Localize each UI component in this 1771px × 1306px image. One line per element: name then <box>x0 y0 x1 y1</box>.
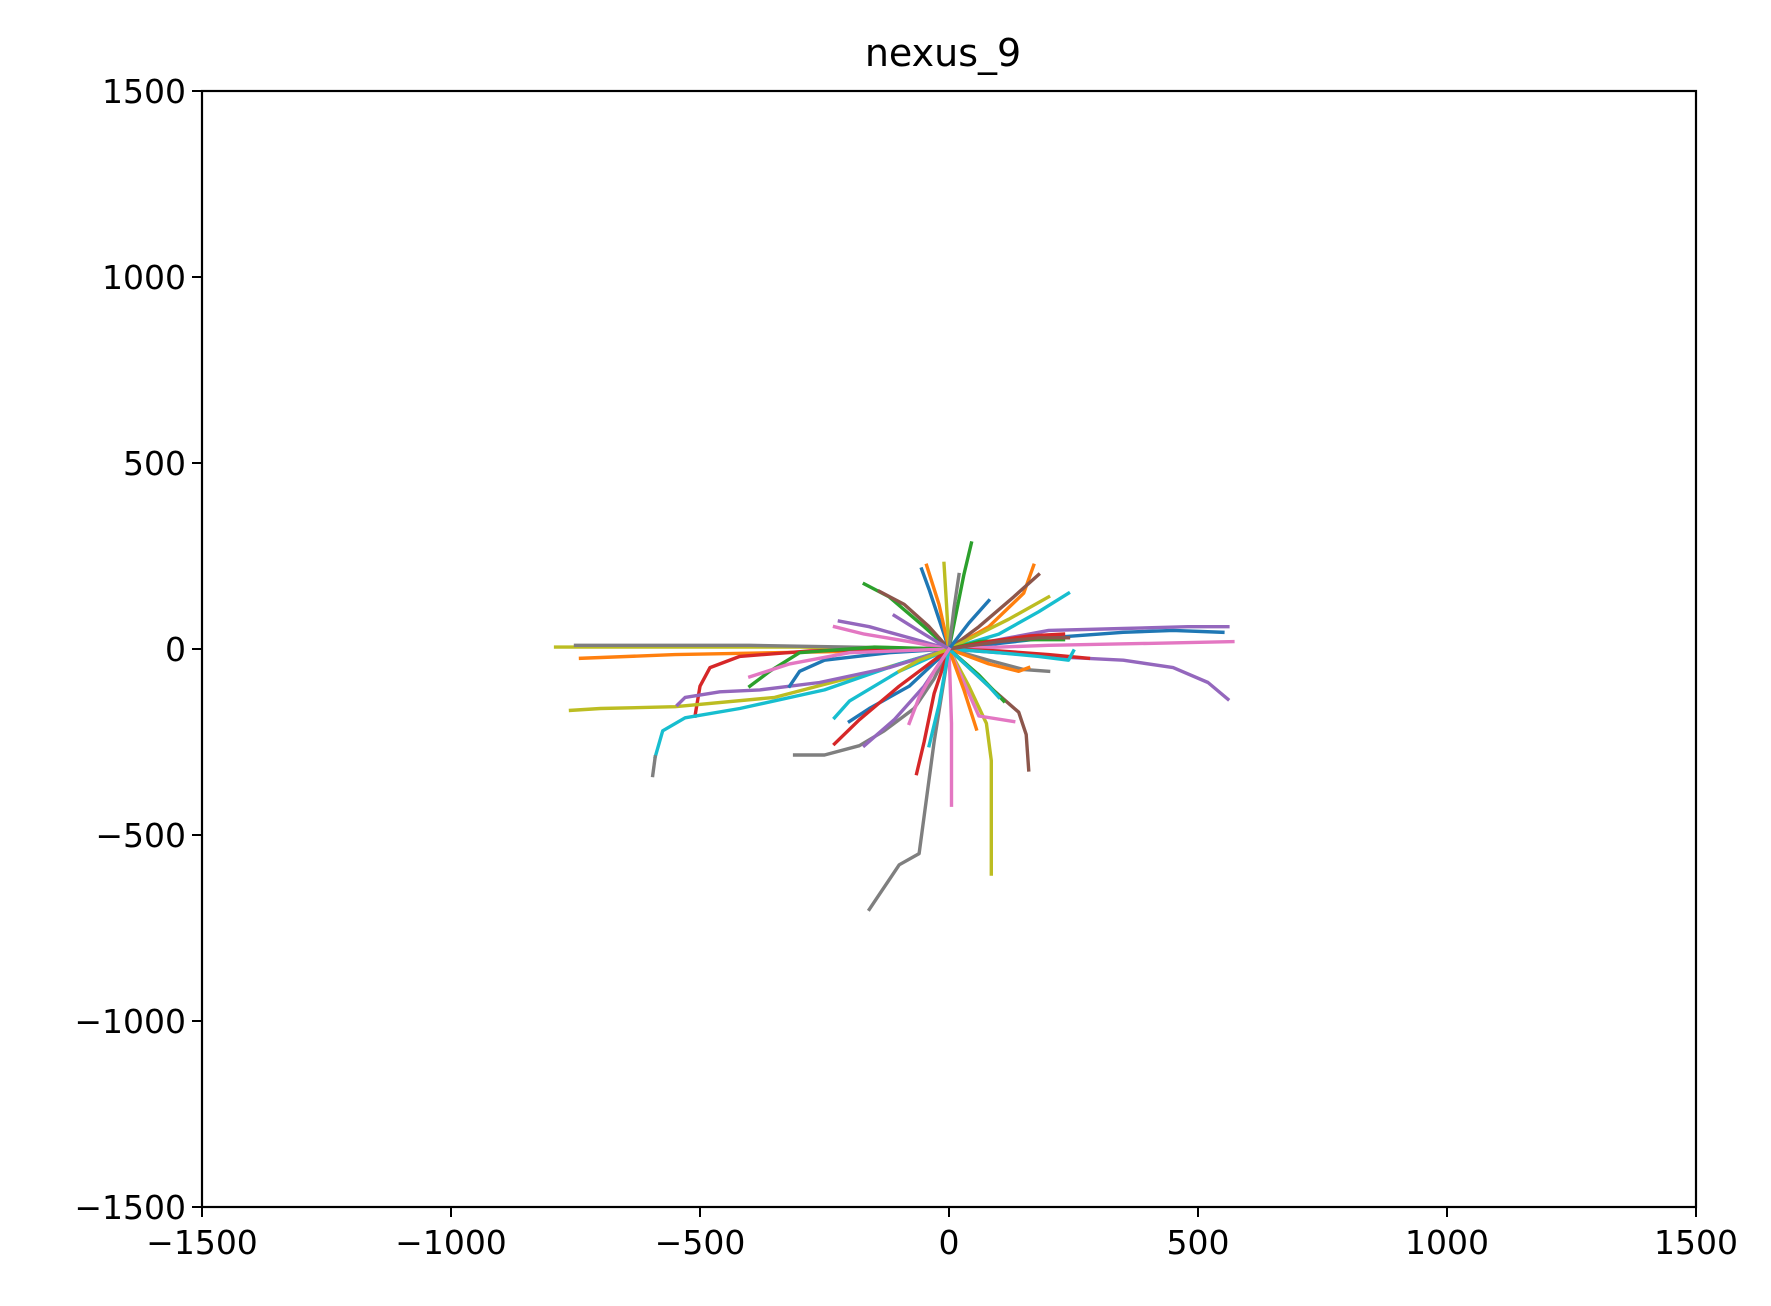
series-line-16 <box>947 639 1235 651</box>
x-tick-label: 1000 <box>1405 1223 1489 1262</box>
series-line-36 <box>832 646 952 721</box>
y-tick-label: 0 <box>165 630 186 669</box>
series-line-25 <box>946 594 1051 652</box>
series-line-39 <box>946 646 1051 674</box>
series-line-10 <box>792 646 952 757</box>
y-tick-label: 1000 <box>102 258 186 297</box>
y-tick-label: 500 <box>123 444 186 483</box>
series-line-44 <box>927 647 951 748</box>
series-line-21 <box>946 540 974 652</box>
y-tick-label: 1500 <box>102 72 186 111</box>
series-line-47 <box>747 647 951 680</box>
series-line-51 <box>946 646 1002 700</box>
series-line-34 <box>747 645 951 689</box>
series-line-26 <box>862 581 952 652</box>
series-line-8 <box>675 646 952 708</box>
series-line-13 <box>914 646 952 776</box>
x-tick-label: −500 <box>655 1223 746 1262</box>
chart-title: nexus_9 <box>865 31 1021 75</box>
series-line-7 <box>650 754 658 778</box>
x-tick-label: −1500 <box>146 1223 258 1262</box>
y-tick-label: −500 <box>95 816 186 855</box>
series-line-48 <box>896 646 952 674</box>
series-line-31 <box>947 572 961 651</box>
series-line-23 <box>946 572 1042 652</box>
series-lines <box>553 540 1235 912</box>
series-line-46 <box>832 646 952 747</box>
x-tick-label: 0 <box>939 1223 960 1262</box>
x-tick-label: 1500 <box>1654 1223 1738 1262</box>
series-line-29 <box>924 563 952 652</box>
series-line-43 <box>946 646 979 732</box>
series-line-37 <box>847 646 952 724</box>
series-line-11 <box>946 646 993 876</box>
series-line-32 <box>837 619 952 652</box>
y-axis: −1500 −1000 −500 0 500 1000 1500 <box>74 72 202 1227</box>
series-line-20 <box>946 646 1016 724</box>
x-tick-label: 500 <box>1167 1223 1230 1262</box>
series-line-53 <box>946 598 992 652</box>
series-line-30 <box>942 561 951 651</box>
x-axis: −1500 −1000 −500 0 500 1000 1500 <box>146 1207 1738 1262</box>
y-tick-label: −1500 <box>74 1188 186 1227</box>
series-line-50 <box>891 613 952 652</box>
series-line-40 <box>947 647 1076 662</box>
series-line-54 <box>907 646 952 726</box>
series-line-33 <box>832 624 951 651</box>
y-tick-label: −1000 <box>74 1002 186 1041</box>
series-line-27 <box>877 589 952 652</box>
series-line-41 <box>946 646 1031 673</box>
series-line-12 <box>947 647 954 807</box>
x-tick-label: −1000 <box>395 1223 507 1262</box>
series-line-52 <box>947 636 1071 651</box>
